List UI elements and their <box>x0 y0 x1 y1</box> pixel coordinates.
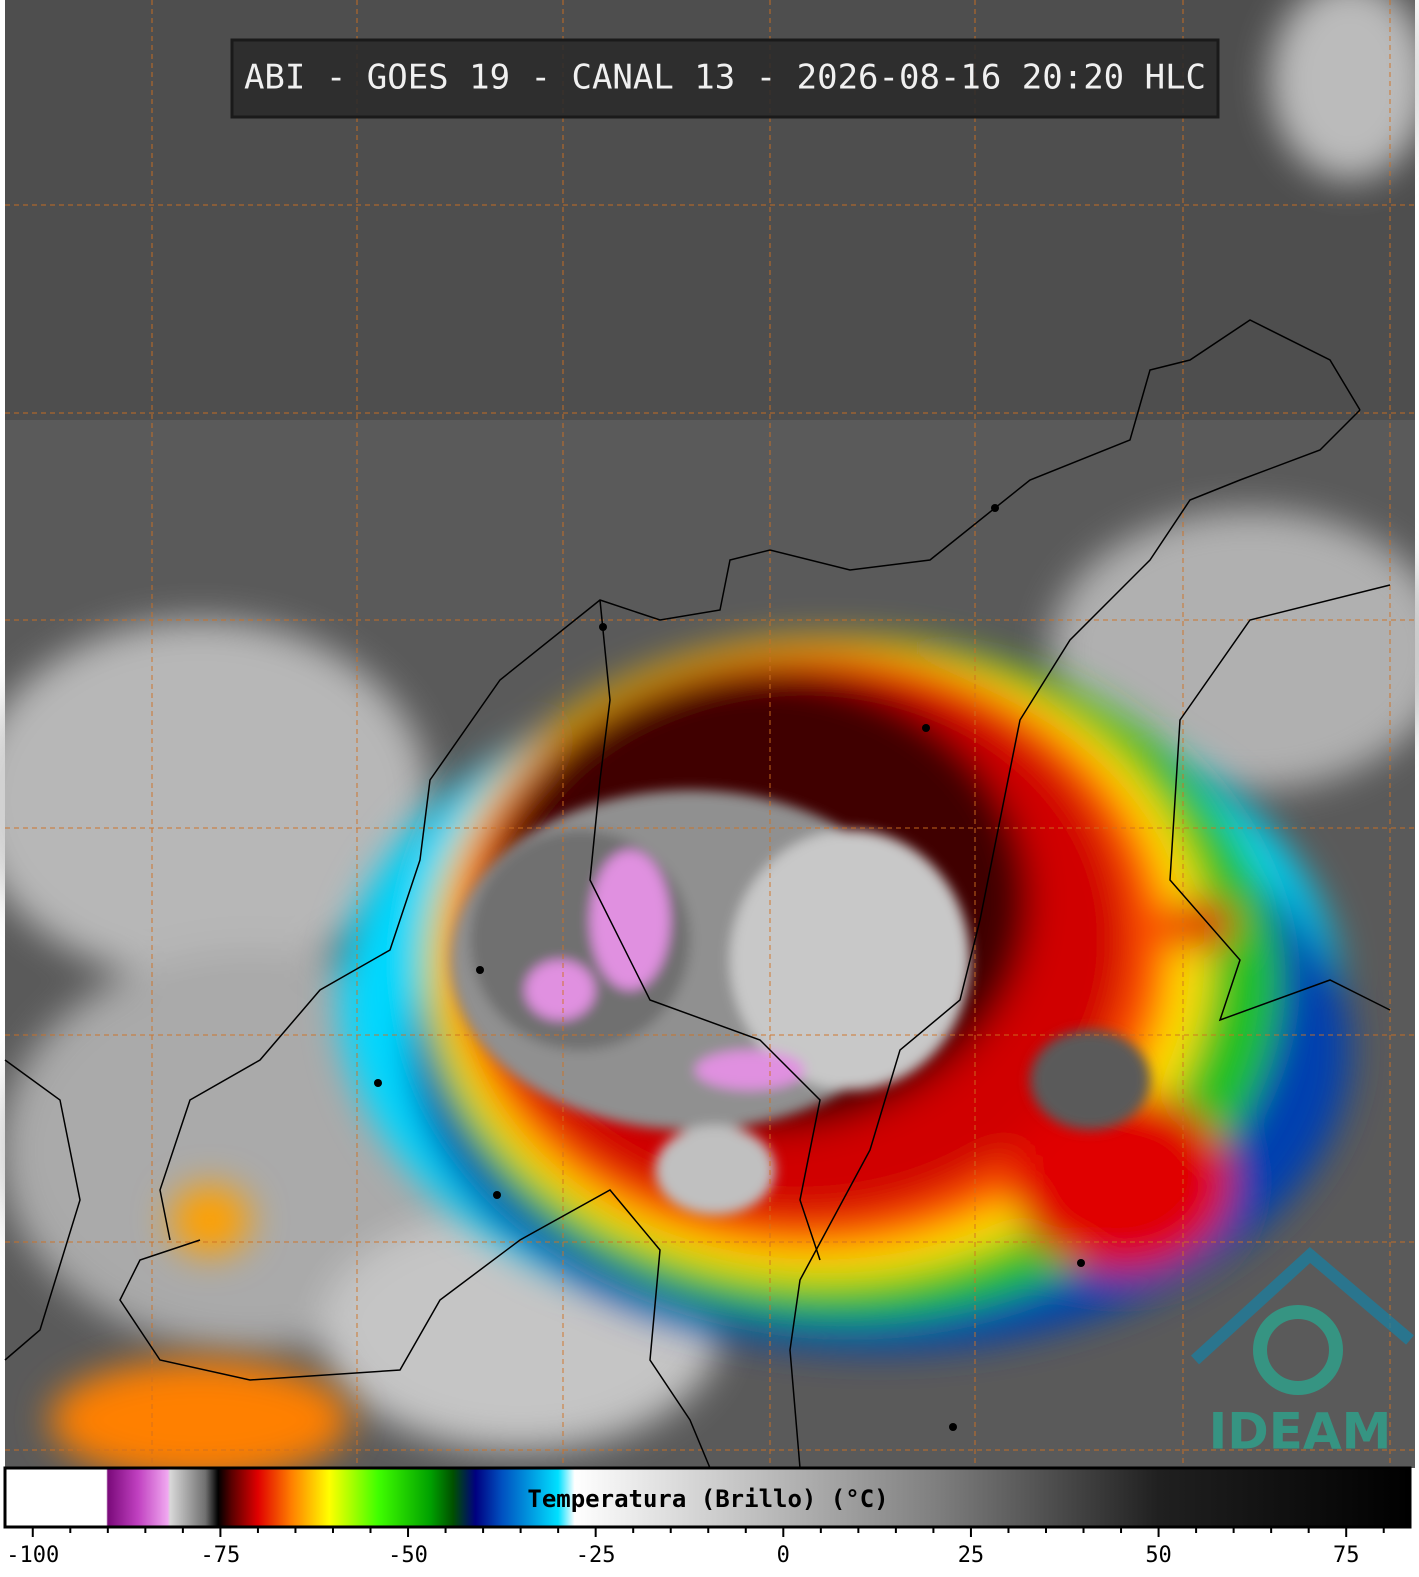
title-box <box>230 38 1220 119</box>
logo-text: IDEAM <box>1209 1403 1392 1461</box>
tick-label: 50 <box>1145 1543 1172 1568</box>
tick-label: 75 <box>1333 1543 1360 1568</box>
logo: IDEAM <box>1190 1247 1414 1461</box>
imagery <box>0 0 1419 1480</box>
tick-label: 0 <box>777 1543 790 1568</box>
tick-label: -75 <box>201 1543 241 1568</box>
colorbar-label: Temperatura (Brillo) (°C) <box>527 1485 888 1513</box>
title: ABI - GOES 19 - CANAL 13 - 2026-08-16 20… <box>244 58 1206 98</box>
tick-label: -100 <box>6 1543 59 1568</box>
tick-label: -25 <box>576 1543 616 1568</box>
tick-label: 25 <box>958 1543 985 1568</box>
tick-label: -50 <box>388 1543 428 1568</box>
